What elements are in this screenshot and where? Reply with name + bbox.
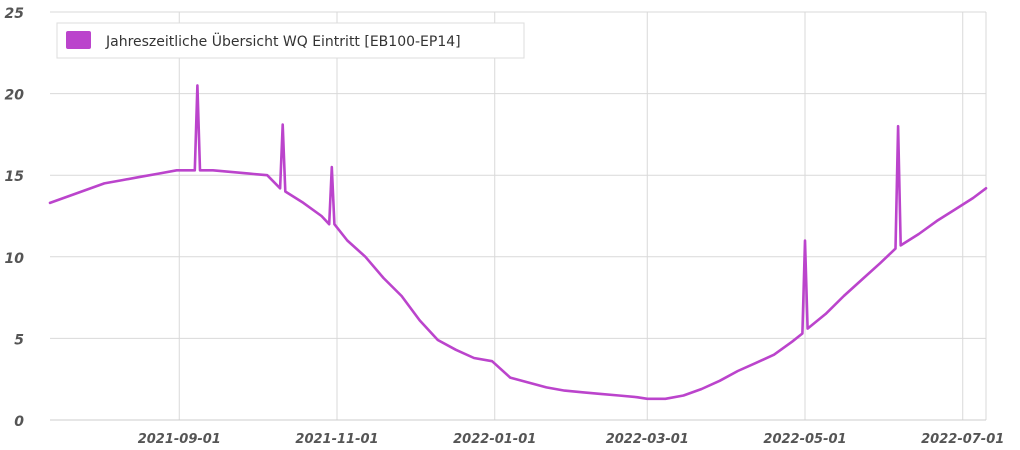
series-layer xyxy=(48,84,988,401)
y-tick-label: 20 xyxy=(5,88,25,104)
y-tick-label: 15 xyxy=(5,169,25,185)
grid xyxy=(50,11,987,421)
y-tick-label: 25 xyxy=(5,6,25,22)
x-tick-label: 2021-11-01 xyxy=(295,432,378,447)
y-tick-label: 10 xyxy=(5,251,25,267)
y-tick-label: 0 xyxy=(14,414,24,430)
legend-box xyxy=(56,22,525,59)
plot-area xyxy=(50,12,986,420)
y-axis-ticks: 0 5 10 15 20 25 xyxy=(5,6,25,430)
x-tick-label: 2022-07-01 xyxy=(921,432,1004,447)
legend-swatch xyxy=(66,31,91,49)
x-tick-label: 2022-05-01 xyxy=(763,432,846,447)
legend[interactable]: Jahreszeitliche Übersicht WQ Eintritt [E… xyxy=(56,22,525,59)
y-tick-label: 5 xyxy=(14,332,24,348)
series-line xyxy=(48,84,988,401)
x-tick-label: 2022-03-01 xyxy=(606,432,689,447)
x-axis-ticks: 2021-09-01 2021-11-01 2022-01-01 2022-03-01… xyxy=(138,432,1005,447)
legend-label: Jahreszeitliche Übersicht WQ Eintritt [E… xyxy=(105,32,461,50)
x-tick-label: 2021-09-01 xyxy=(138,432,221,447)
x-tick-label: 2022-01-01 xyxy=(453,432,536,447)
